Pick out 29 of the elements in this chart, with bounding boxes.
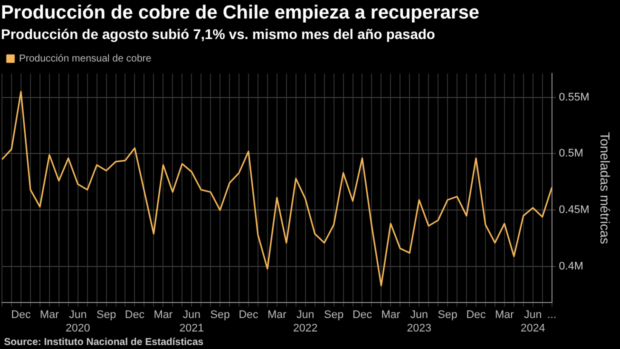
y-tick-label: 0.5M	[558, 148, 584, 160]
chart-title: Producción de cobre de Chile empieza a recuperarse	[1, 2, 480, 24]
x-tick-label: Dec	[466, 309, 486, 322]
x-tick-label: Sep	[438, 309, 458, 322]
y-tick-label: 0.55M	[558, 91, 590, 104]
y-tick-label: 0.45M	[558, 204, 590, 216]
x-tick-label: Jun 2022	[293, 309, 318, 334]
x-tick-label: Mar	[494, 309, 514, 322]
x-tick-label: Dec	[11, 309, 32, 322]
y-tick-label: 0.4M	[558, 260, 584, 273]
x-tick-label: Sep	[96, 309, 116, 322]
x-tick-label: Jun 2024	[520, 309, 546, 334]
x-tick-label: Dec	[352, 309, 373, 322]
legend-label: Producción mensual de cobre	[19, 53, 152, 64]
source-note: Source: Instituto Nacional de Estadísticas	[4, 336, 204, 348]
x-tick-label: ...	[547, 309, 556, 322]
x-tick-label: Jun 2020	[66, 309, 90, 334]
x-tick-label: Jun 2023	[406, 309, 432, 334]
x-tick-label: Mar	[381, 309, 400, 322]
x-tick-label: Sep	[324, 309, 344, 322]
x-tick-label: Dec	[238, 309, 259, 322]
chart-subtitle: Producción de agosto subió 7,1% vs. mismo mes del año pasado	[1, 26, 436, 42]
x-tick-label: Sep	[210, 309, 230, 322]
x-tick-label: Dec	[124, 309, 145, 322]
x-tick-label: Mar	[154, 309, 173, 322]
x-tick-label: Mar	[267, 309, 287, 322]
x-tick-label: Mar	[40, 309, 60, 322]
y-axis-title: Toneladas métricas	[598, 132, 613, 245]
x-tick-label: Jun 2021	[179, 309, 204, 334]
